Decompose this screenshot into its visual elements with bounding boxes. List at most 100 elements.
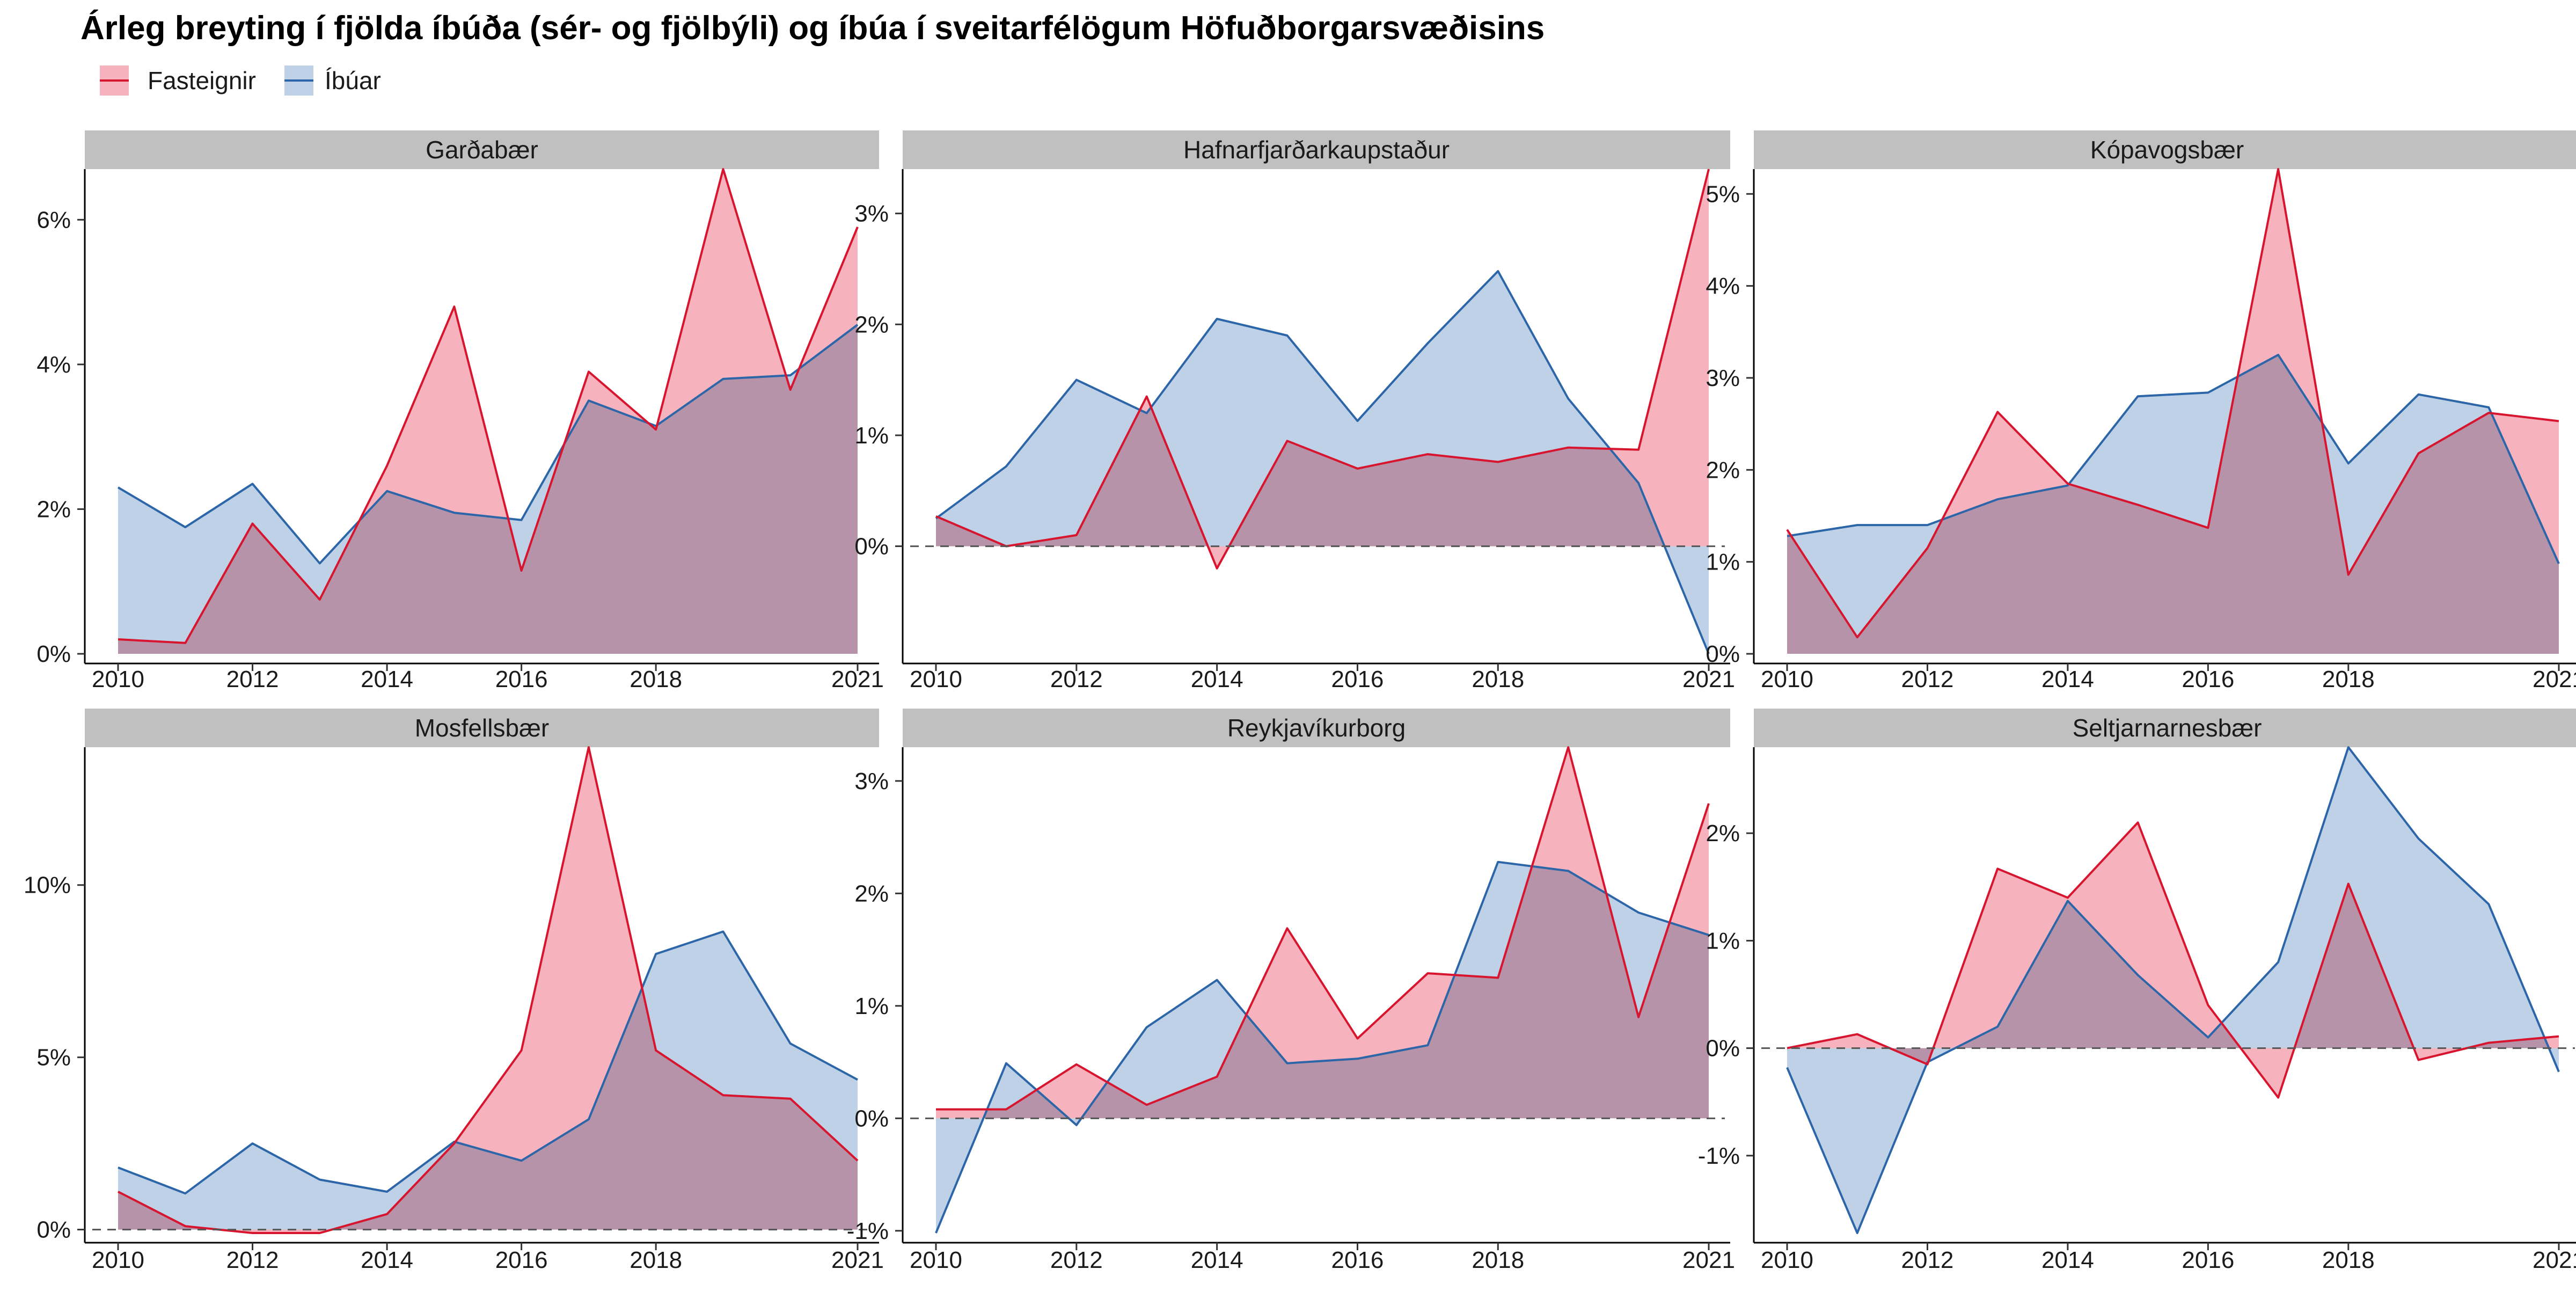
area-fasteignir-mosfellsbaer xyxy=(118,747,858,1233)
x-tick-label-reykjavikurborg: 2012 xyxy=(1050,1247,1103,1273)
y-tick-label-seltjarnarnesbaer: 1% xyxy=(1706,928,1740,954)
y-tick-label-mosfellsbaer: 5% xyxy=(36,1045,71,1071)
y-tick-label-gardabaer: 0% xyxy=(36,641,71,667)
y-tick-label-kopavogsbaer: 5% xyxy=(1706,181,1740,207)
line-fasteignir-gardabaer xyxy=(118,168,859,644)
y-tick-label-seltjarnarnesbaer: 2% xyxy=(1706,820,1740,847)
line-fasteignir-reykjavikurborg xyxy=(936,746,1710,1111)
x-tick-label-hafnarfjardarkaupstadur: 2016 xyxy=(1331,666,1384,692)
strip-label-mosfellsbaer: Mosfellsbær xyxy=(415,714,550,742)
legend-item-ibuar: Íbúar xyxy=(284,65,381,96)
line-fasteignir-kopavogsbaer xyxy=(1786,168,2559,639)
panel-reykjavikurborg: Reykjavíkurborg -1% 0% 1% 2% 3% 2010 2012 2014 20… xyxy=(847,709,1735,1273)
x-tick-label-seltjarnarnesbaer: 2010 xyxy=(1761,1247,1813,1273)
y-tick-label-kopavogsbaer: 1% xyxy=(1706,549,1740,575)
x-tick-label-kopavogsbaer: 2010 xyxy=(1761,666,1813,692)
x-tick-label-kopavogsbaer: 2016 xyxy=(2182,666,2234,692)
x-tick-label-kopavogsbaer: 2012 xyxy=(1901,666,1954,692)
facet-panels: Garðabær 0% 2% 4% 6% 2010 2012 2014 2016 2018 2021… xyxy=(24,130,2576,1273)
x-tick-label-gardabaer: 2014 xyxy=(361,666,413,692)
chart-title: Árleg breyting í fjölda íbúða (sér- og f… xyxy=(80,10,1545,47)
line-ibuar-hafnarfjardarkaupstadur xyxy=(935,270,1710,654)
area-fasteignir-hafnarfjardarkaupstadur xyxy=(936,169,1709,568)
x-tick-label-seltjarnarnesbaer: 2014 xyxy=(2041,1247,2094,1273)
x-tick-label-mosfellsbaer: 2014 xyxy=(361,1247,413,1273)
x-tick-label-hafnarfjardarkaupstadur: 2010 xyxy=(910,666,962,692)
y-tick-label-mosfellsbaer: 10% xyxy=(24,872,71,899)
line-ibuar-seltjarnarnesbaer xyxy=(1786,746,2560,1234)
y-tick-label-hafnarfjardarkaupstadur: 0% xyxy=(854,534,889,560)
panel-kopavogsbaer: Kópavogsbær 0% 1% 2% 3% 4% 5% 2010 2012 2014 2016 2… xyxy=(1706,130,2576,692)
y-tick-label-seltjarnarnesbaer: 0% xyxy=(1706,1035,1740,1062)
strip-label-seltjarnarnesbaer: Seltjarnarnesbær xyxy=(2073,714,2262,742)
strip-label-hafnarfjardarkaupstadur: Hafnarfjarðarkaupstaður xyxy=(1183,136,1450,164)
strip-label-reykjavikurborg: Reykjavíkurborg xyxy=(1227,714,1406,742)
panel-mosfellsbaer: Mosfellsbær 0% 5% 10% 2010 2012 2014 2016 2018 20… xyxy=(24,709,884,1273)
area-fasteignir-seltjarnarnesbaer xyxy=(1787,822,2559,1098)
line-ibuar-reykjavikurborg xyxy=(935,860,1709,1234)
y-tick-label-kopavogsbaer: 4% xyxy=(1706,273,1740,300)
y-tick-label-reykjavikurborg: 1% xyxy=(854,993,889,1019)
y-tick-label-hafnarfjardarkaupstadur: 2% xyxy=(854,311,889,338)
x-tick-label-gardabaer: 2010 xyxy=(92,666,144,692)
strip-reykjavikurborg xyxy=(903,709,1730,747)
x-tick-label-gardabaer: 2021 xyxy=(831,666,884,692)
area-fasteignir-reykjavikurborg xyxy=(936,747,1709,1119)
strip-kopavogsbaer xyxy=(1754,130,2576,169)
y-tick-label-hafnarfjardarkaupstadur: 1% xyxy=(854,422,889,449)
y-tick-label-mosfellsbaer: 0% xyxy=(36,1217,71,1243)
strip-mosfellsbaer xyxy=(85,709,879,747)
area-fasteignir-gardabaer xyxy=(118,169,858,654)
x-tick-label-hafnarfjardarkaupstadur: 2018 xyxy=(1472,666,1524,692)
line-ibuar-gardabaer xyxy=(117,324,859,565)
x-tick-label-gardabaer: 2016 xyxy=(495,666,548,692)
x-tick-label-kopavogsbaer: 2018 xyxy=(2322,666,2375,692)
x-tick-label-reykjavikurborg: 2021 xyxy=(1682,1247,1735,1273)
x-tick-label-hafnarfjardarkaupstadur: 2021 xyxy=(1682,666,1735,692)
line-fasteignir-mosfellsbaer xyxy=(118,746,859,1234)
x-tick-label-seltjarnarnesbaer: 2016 xyxy=(2182,1247,2234,1273)
x-tick-label-gardabaer: 2018 xyxy=(630,666,682,692)
y-tick-label-reykjavikurborg: 0% xyxy=(854,1105,889,1132)
panel-seltjarnarnesbaer: Seltjarnarnesbær -1% 0% 1% 2% 2010 2012 2014 201… xyxy=(1698,709,2576,1273)
x-tick-label-reykjavikurborg: 2014 xyxy=(1191,1247,1243,1273)
y-tick-label-kopavogsbaer: 3% xyxy=(1706,365,1740,391)
line-ibuar-mosfellsbaer xyxy=(118,930,858,1195)
legend-label-fasteignir: Fasteignir xyxy=(148,67,256,94)
x-tick-label-seltjarnarnesbaer: 2021 xyxy=(2533,1247,2576,1273)
x-tick-label-mosfellsbaer: 2012 xyxy=(226,1247,279,1273)
x-tick-label-seltjarnarnesbaer: 2018 xyxy=(2322,1247,2375,1273)
panel-hafnarfjardarkaupstadur: Hafnarfjarðarkaupstaður 0% 1% 2% 3% 2010 2012 2… xyxy=(854,130,1735,692)
x-tick-label-hafnarfjardarkaupstadur: 2012 xyxy=(1050,666,1103,692)
x-tick-label-kopavogsbaer: 2021 xyxy=(2533,666,2576,692)
legend-item-fasteignir: Fasteignir xyxy=(100,65,256,96)
panel-gardabaer: Garðabær 0% 2% 4% 6% 2010 2012 2014 2016 2018 2021 xyxy=(36,130,884,692)
y-tick-label-gardabaer: 2% xyxy=(36,496,71,522)
strip-hafnarfjardarkaupstadur xyxy=(903,130,1730,169)
y-tick-label-hafnarfjardarkaupstadur: 3% xyxy=(854,201,889,227)
y-tick-label-reykjavikurborg: 3% xyxy=(854,768,889,794)
y-tick-label-reykjavikurborg: 2% xyxy=(854,880,889,907)
line-fasteignir-seltjarnarnesbaer xyxy=(1787,821,2559,1099)
y-tick-label-kopavogsbaer: 2% xyxy=(1706,457,1740,483)
x-tick-label-gardabaer: 2012 xyxy=(226,666,279,692)
strip-label-gardabaer: Garðabær xyxy=(426,136,538,164)
legend: Fasteignir Íbúar xyxy=(100,65,381,96)
strip-gardabaer xyxy=(85,130,879,169)
line-ibuar-kopavogsbaer xyxy=(1787,354,2560,564)
x-tick-label-seltjarnarnesbaer: 2012 xyxy=(1901,1247,1954,1273)
x-tick-label-hafnarfjardarkaupstadur: 2014 xyxy=(1191,666,1243,692)
x-tick-label-mosfellsbaer: 2010 xyxy=(92,1247,144,1273)
x-tick-label-mosfellsbaer: 2016 xyxy=(495,1247,548,1273)
legend-label-ibuar: Íbúar xyxy=(325,67,381,94)
x-tick-label-reykjavikurborg: 2016 xyxy=(1331,1247,1384,1273)
y-tick-label-seltjarnarnesbaer: -1% xyxy=(1698,1143,1740,1169)
x-tick-label-kopavogsbaer: 2014 xyxy=(2041,666,2094,692)
y-tick-label-kopavogsbaer: 0% xyxy=(1706,641,1740,667)
x-tick-label-mosfellsbaer: 2018 xyxy=(630,1247,682,1273)
strip-seltjarnarnesbaer xyxy=(1754,709,2576,747)
line-fasteignir-hafnarfjardarkaupstadur xyxy=(935,169,1710,570)
y-tick-label-reykjavikurborg: -1% xyxy=(847,1218,889,1244)
